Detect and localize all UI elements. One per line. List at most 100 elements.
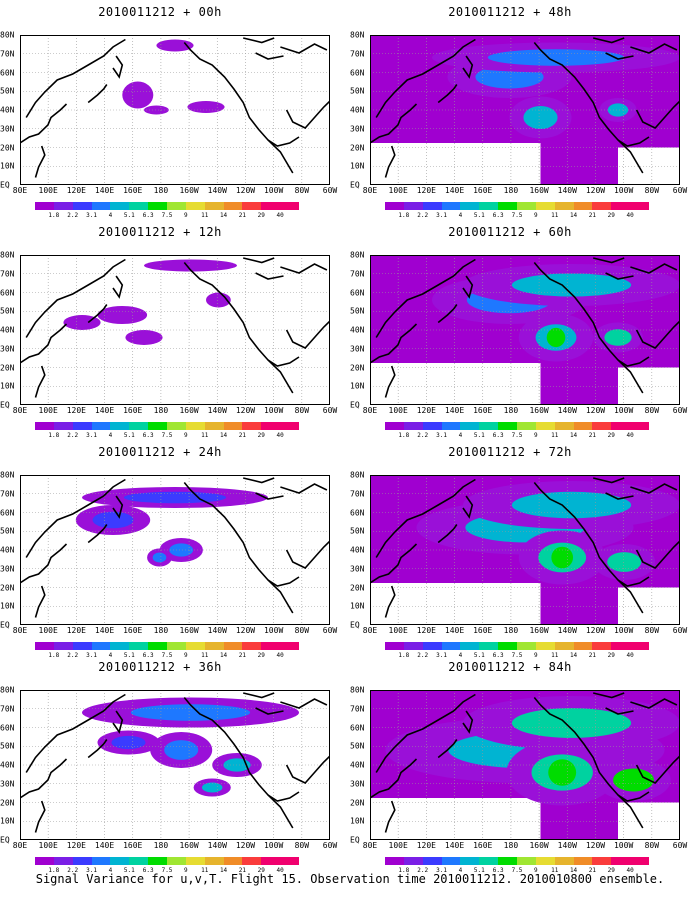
longitude-label: 160E	[473, 841, 493, 850]
variance-region	[187, 101, 225, 113]
colorbar-swatch	[110, 202, 130, 210]
coastline	[533, 41, 644, 174]
variance-core	[111, 735, 146, 750]
longitude-label: 180	[503, 841, 519, 850]
longitude-label: 140W	[557, 841, 577, 850]
longitude-label: 100E	[38, 406, 58, 415]
colorbar-label: 1.8	[398, 212, 410, 219]
longitude-label: 180	[153, 626, 169, 635]
longitude-label: 60W	[672, 626, 688, 635]
map-plot	[20, 255, 330, 405]
map-panel: 2010011212 + 00h 80E 100E 120E 140E 160E 180 16…	[0, 5, 337, 220]
latitude-label: 40N	[0, 760, 15, 770]
colorbar-swatch	[611, 202, 631, 210]
latitude-label: 40N	[350, 545, 365, 555]
colorbar-swatch	[460, 202, 480, 210]
coastline	[635, 320, 680, 349]
latitude-label: 20N	[350, 583, 365, 592]
colorbar-swatch	[479, 202, 499, 210]
colorbar-swatch	[242, 422, 262, 430]
longitude-label: 100W	[613, 186, 634, 195]
colorbar-label: 3.1	[86, 432, 97, 439]
colorbar-label: 29	[257, 212, 265, 219]
longitude-label: 140W	[557, 186, 577, 195]
colorbar-swatch	[441, 202, 461, 210]
coastline	[384, 145, 396, 178]
longitude-label: 80W	[294, 626, 310, 635]
unshaded-region	[370, 363, 541, 405]
latitude-label: 70N	[0, 489, 15, 499]
coastline	[630, 43, 678, 54]
colorbar-label: 21	[238, 432, 247, 439]
colorbar-label: 40	[276, 867, 284, 874]
colorbar-label: 29	[257, 432, 265, 439]
colorbar-label: 3.1	[436, 867, 447, 874]
longitude-label: 60W	[322, 406, 338, 415]
latitude-label: 70N	[350, 704, 365, 714]
colorbar-swatch	[554, 857, 574, 865]
colorbar-swatch	[280, 422, 300, 430]
longitude-label: 100E	[388, 186, 408, 195]
latitude-label: 80N	[350, 470, 365, 480]
colorbar-swatch	[460, 642, 480, 650]
colorbar-swatch	[535, 422, 555, 430]
colorbar-swatch	[535, 857, 555, 865]
variance-core	[523, 105, 558, 130]
colorbar-label: 6.3	[492, 212, 504, 219]
colorbar-label: 1.8	[48, 652, 60, 659]
colorbar-label: 2.2	[417, 867, 429, 874]
longitude-label: 140E	[94, 841, 115, 850]
colorbar-label: 5.1	[123, 212, 135, 219]
colorbar-swatch	[460, 422, 480, 430]
latitude-label: 50N	[350, 86, 365, 96]
colorbar-label: 4	[108, 652, 113, 659]
longitude-label: 80E	[12, 186, 28, 195]
colorbar-label: 11	[551, 432, 559, 439]
colorbar-label: 1.8	[398, 652, 410, 659]
variance-core	[613, 768, 654, 792]
colorbar-label: 7.5	[511, 212, 523, 219]
colorbar	[385, 857, 650, 865]
latitude-label: 10N	[0, 161, 15, 171]
colorbar-swatch	[72, 422, 92, 430]
colorbar-swatch	[498, 642, 518, 650]
colorbar-label: 5.1	[123, 432, 135, 439]
longitude-label: 160E	[123, 406, 143, 415]
colorbar-swatch	[611, 857, 631, 865]
colorbar-swatch	[185, 857, 205, 865]
colorbar-label: 7.5	[511, 652, 523, 659]
coastline	[255, 272, 284, 280]
colorbar-swatch	[592, 202, 612, 210]
colorbar	[35, 202, 300, 210]
variance-region	[122, 81, 154, 109]
colorbar-swatch	[517, 202, 536, 210]
colorbar-label: 29	[257, 652, 265, 659]
latitude-label: 20N	[350, 363, 365, 372]
coastline	[112, 55, 124, 79]
longitude-label: 100E	[388, 406, 408, 415]
colorbar-swatch	[223, 422, 243, 430]
colorbar-swatch	[554, 422, 574, 430]
longitude-label: 80W	[294, 406, 310, 415]
colorbar-label: 14	[219, 867, 228, 874]
colorbar-swatch	[261, 422, 281, 430]
colorbar-swatch	[148, 857, 168, 865]
longitude-label: 100E	[388, 626, 408, 635]
longitude-label: 160E	[123, 186, 143, 195]
colorbar-label: 21	[238, 652, 247, 659]
coastline	[87, 524, 108, 544]
longitude-label: 180	[153, 186, 169, 195]
colorbar-swatch	[91, 202, 111, 210]
longitude-label: 120W	[585, 186, 606, 195]
coastline	[285, 320, 330, 349]
map-svg	[370, 255, 680, 405]
map-panel: 2010011212 + 36h 80E 100E 120E 140E 160E 180 16…	[0, 660, 337, 875]
latitude-label: 70N	[0, 49, 15, 59]
longitude-label: 60W	[322, 841, 338, 850]
latitude-label: 60N	[350, 508, 365, 517]
longitude-label: 160W	[179, 186, 199, 195]
longitude-label: 180	[153, 841, 169, 850]
longitude-label: 100E	[388, 841, 408, 850]
coastline	[20, 103, 68, 144]
coastline	[25, 38, 126, 118]
